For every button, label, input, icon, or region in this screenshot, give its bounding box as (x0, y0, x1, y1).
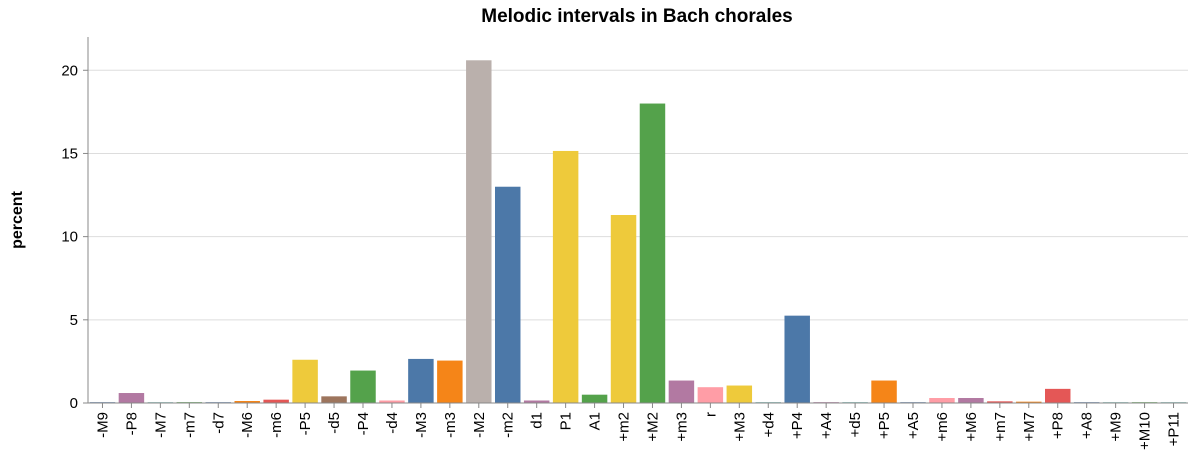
x-tick-label: -m3 (442, 412, 459, 438)
bar-r (697, 387, 724, 403)
y-tick-label: 15 (61, 145, 78, 162)
bar--M2 (466, 60, 492, 404)
x-tick-label: -M6 (239, 412, 256, 438)
bar-+M2 (639, 103, 666, 403)
x-tick-label: +M3 (731, 412, 748, 442)
x-tick-label: +m7 (992, 412, 1009, 442)
x-tick-label: -d5 (326, 412, 343, 434)
y-tick-label: 20 (61, 62, 78, 79)
x-tick-label: +d5 (847, 412, 864, 437)
bar--P4 (350, 370, 376, 403)
x-tick-label: P1 (558, 412, 575, 430)
bar-+m7 (987, 401, 1013, 403)
bar--P5 (292, 359, 318, 403)
y-tick-label: 5 (70, 312, 78, 329)
bar-+M7 (1016, 401, 1042, 403)
x-tick-label: +M2 (644, 412, 661, 442)
bar-+P4 (784, 315, 810, 403)
bar-+M6 (958, 398, 984, 403)
x-tick-label: +M9 (1108, 412, 1125, 442)
x-tick-label: -M3 (413, 412, 430, 438)
bar-P1 (552, 150, 579, 403)
y-axis-label: percent (9, 190, 26, 248)
x-tick-label: +m6 (934, 412, 951, 442)
x-tick-label: +P8 (1050, 412, 1067, 439)
bar--m3 (437, 360, 463, 403)
x-tick-label: +P11 (1166, 412, 1183, 446)
grid-lines (88, 69, 1188, 321)
x-tick-label: r (702, 412, 719, 417)
x-tick-label: A1 (587, 412, 604, 430)
bar-+m6 (929, 398, 955, 403)
x-tick-label: -m6 (268, 412, 285, 438)
x-tick-label: d1 (529, 412, 546, 429)
x-tick-label: +d4 (760, 412, 777, 437)
bar--M6 (234, 401, 260, 403)
bar-+P5 (871, 380, 897, 403)
bars (89, 60, 1187, 404)
x-tick-label: +M7 (1021, 412, 1038, 442)
x-tick-label: +P4 (789, 412, 806, 439)
bar--P8 (118, 393, 145, 403)
x-tick-label: -d7 (210, 412, 227, 434)
bar--m6 (263, 399, 289, 403)
bar-+M3 (726, 385, 753, 403)
bar--m2 (495, 186, 521, 403)
x-tick-label: -M2 (471, 412, 488, 438)
bar-A1 (581, 394, 608, 403)
x-tick-label: -M9 (94, 412, 111, 438)
bar-+m3 (668, 380, 695, 403)
x-tick-label: -P5 (297, 412, 314, 435)
x-tick-label: +M6 (963, 412, 980, 442)
x-tick-label: +m3 (673, 412, 690, 442)
x-tick-label: +A8 (1079, 412, 1096, 439)
axes: 0 5 10 15 20 -M9 -P8 -M7 -m7 -d7 -M6 -m6 -P5 -d5 -P4 -d… (61, 37, 1188, 450)
bar--d5 (321, 396, 347, 403)
bar--M3 (408, 358, 434, 403)
x-tick-label: +P5 (876, 412, 893, 439)
y-tick-label: 10 (61, 229, 78, 246)
x-tick-label: -d4 (384, 412, 401, 434)
x-tick-label: +M10 (1137, 412, 1154, 450)
x-tick-label: +A5 (905, 412, 922, 439)
y-tick-label: 0 (70, 395, 78, 412)
bar--d4 (379, 400, 405, 403)
x-tick-label: +A4 (818, 412, 835, 439)
bar-d1 (523, 400, 550, 403)
bar-+P8 (1045, 388, 1071, 403)
x-tick-label: -P8 (123, 412, 140, 435)
x-tick-label: -m2 (500, 412, 517, 438)
x-tick-label: +m2 (616, 412, 633, 442)
x-tick-label: -P4 (355, 412, 372, 435)
x-tick-label: -m7 (181, 412, 198, 438)
x-tick-label: -M7 (152, 412, 169, 438)
bar-+m2 (610, 215, 637, 403)
chart-title: Melodic intervals in Bach chorales (481, 6, 793, 27)
